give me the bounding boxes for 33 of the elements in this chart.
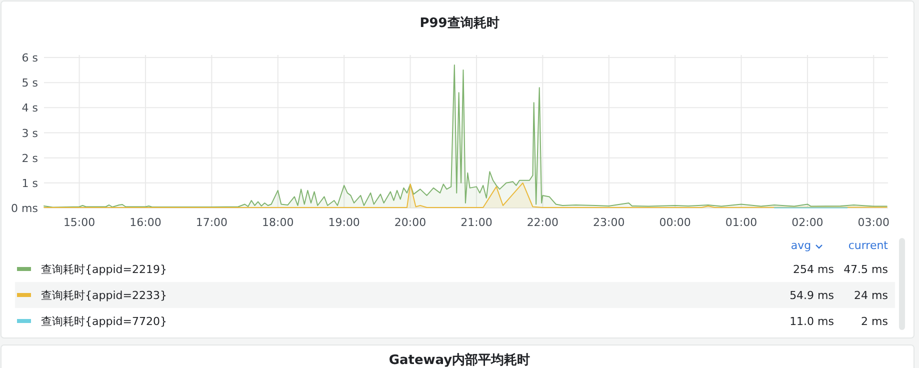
y-tick-label: 2 s [22, 152, 38, 165]
x-tick-label: 22:00 [526, 216, 559, 229]
y-tick-label: 1 s [22, 176, 38, 190]
x-tick-label: 02:00 [792, 216, 824, 229]
x-tick-label: 23:00 [593, 216, 625, 229]
x-tick-label: 18:00 [262, 216, 294, 229]
text: Gateway内部平均耗时 [388, 352, 530, 368]
x-tick-label: 16:00 [130, 216, 162, 229]
legend-label: 查询耗时{appid=2233} [41, 289, 167, 302]
text: 54.9 ms [790, 289, 834, 302]
y-tick-label: 3 s [22, 126, 38, 140]
text: 254 ms [793, 263, 834, 276]
y-tick-label: 5 s [22, 76, 38, 90]
x-tick-label: 20:00 [394, 216, 426, 229]
x-tick-label: 03:00 [858, 216, 890, 229]
x-tick-label: 19:00 [328, 216, 360, 229]
x-tick-label: 21:00 [460, 216, 492, 229]
legend-label: 查询耗时{appid=7720} [41, 315, 167, 328]
text: 11.0 ms [790, 315, 834, 328]
text: 2 ms [861, 315, 888, 328]
chart-title: P99查询耗时 [420, 15, 500, 31]
y-tick-label: 4 s [22, 102, 38, 115]
text: 47.5 ms [844, 263, 888, 276]
legend-label: 查询耗时{appid=2219} [41, 263, 167, 276]
y-tick-label: 6 s [22, 52, 38, 65]
y-tick-label: 0 ms [11, 202, 38, 215]
x-tick-label: 17:00 [196, 216, 228, 229]
x-tick-label: 15:00 [63, 216, 96, 229]
x-tick-label: 01:00 [725, 216, 758, 229]
text: current [848, 239, 889, 252]
x-tick-label: 00:00 [659, 216, 691, 229]
text: 24 ms [854, 289, 888, 302]
text: avg [790, 239, 812, 252]
